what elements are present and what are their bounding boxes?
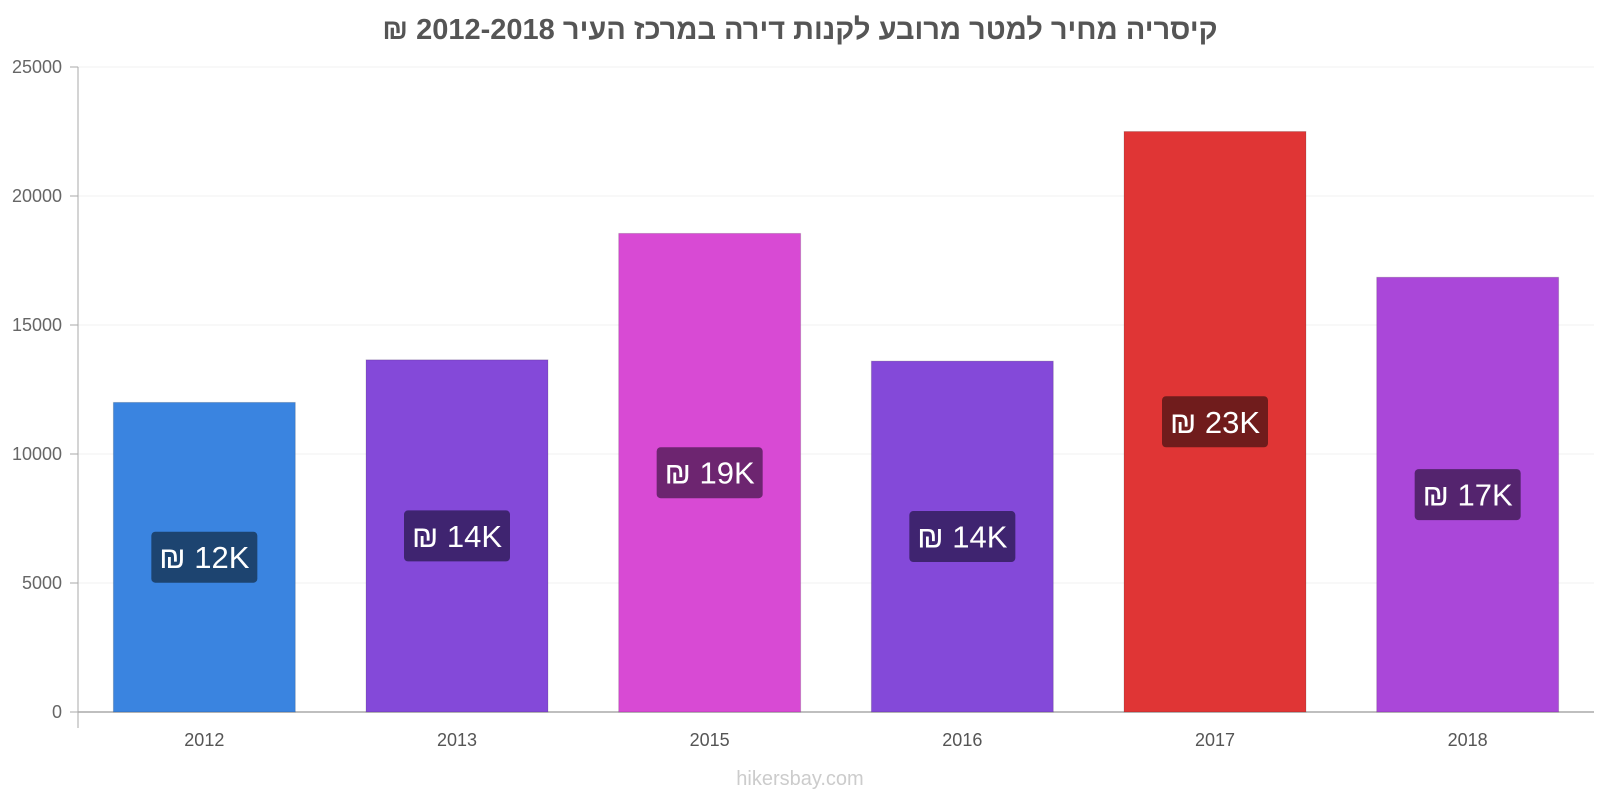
y-tick-label: 20000 bbox=[12, 186, 62, 206]
value-label: ₪ 23K bbox=[1170, 405, 1260, 440]
bars bbox=[112, 131, 1560, 713]
x-tick-label: 2013 bbox=[437, 730, 477, 750]
value-label: ₪ 19K bbox=[665, 456, 755, 491]
y-tick-label: 5000 bbox=[22, 573, 62, 593]
value-label: ₪ 17K bbox=[1423, 478, 1513, 513]
value-label-box bbox=[404, 510, 510, 562]
value-label-box bbox=[656, 447, 763, 499]
x-tick-label: 2016 bbox=[942, 730, 982, 750]
bar-value-labels: ₪ 12K ₪ 14K ₪ 19K ₪ 14K ₪ 23K ₪ 17K bbox=[151, 396, 1521, 583]
y-tick-label: 10000 bbox=[12, 444, 62, 464]
y-tick-label: 0 bbox=[52, 702, 62, 722]
x-tick-label: 2017 bbox=[1195, 730, 1235, 750]
x-tick-label: 2015 bbox=[690, 730, 730, 750]
bar-chart: ₪ 12K ₪ 14K ₪ 19K ₪ 14K ₪ 23K ₪ 17K 0 5000 1000… bbox=[12, 57, 1594, 750]
y-tick-label: 15000 bbox=[12, 315, 62, 335]
x-tick-label: 2012 bbox=[184, 730, 224, 750]
value-label: ₪ 12K bbox=[159, 540, 249, 575]
value-label-box bbox=[1414, 469, 1521, 521]
y-tick-label: 25000 bbox=[12, 57, 62, 77]
axes bbox=[70, 66, 1594, 728]
value-label: ₪ 14K bbox=[412, 519, 502, 554]
gridlines bbox=[78, 66, 1594, 584]
value-label: ₪ 14K bbox=[917, 520, 1007, 555]
tick-labels: 0 5000 10000 15000 20000 25000 2012 2013 2015 201… bbox=[12, 57, 1488, 750]
footer-credit[interactable]: hikersbay.com bbox=[736, 768, 864, 790]
value-label-box bbox=[1162, 396, 1268, 448]
chart-title: קיסריה מחיר למטר מרובע לקנות דירה במרכז … bbox=[382, 14, 1218, 46]
value-label-box bbox=[909, 511, 1016, 563]
value-label-box bbox=[151, 531, 258, 583]
x-tick-label: 2018 bbox=[1448, 730, 1488, 750]
